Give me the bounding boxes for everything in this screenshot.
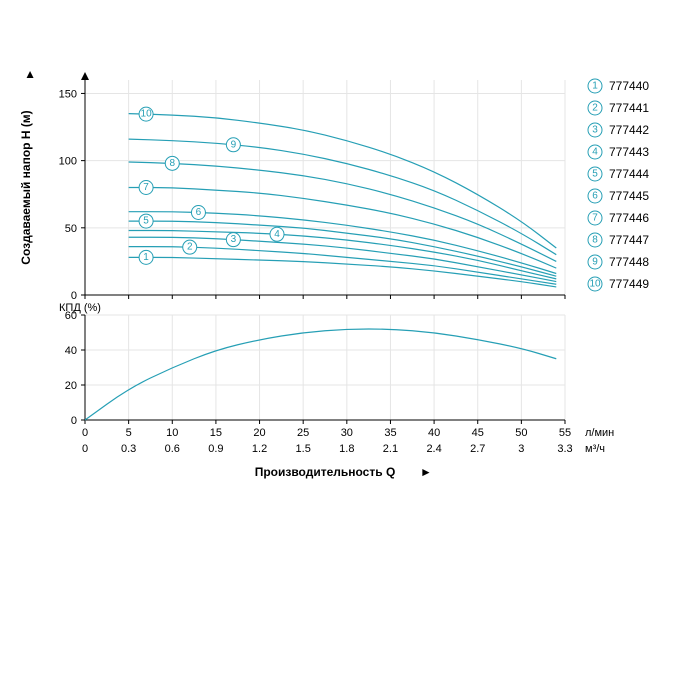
xtick-lmin: 40 <box>428 427 440 439</box>
legend-label-9: 777448 <box>609 255 649 269</box>
ytick-bot: 0 <box>71 415 77 427</box>
legend-label-5: 777444 <box>609 167 649 181</box>
xtick-lmin: 25 <box>297 427 309 439</box>
x-unit-lmin: л/мин <box>585 427 614 439</box>
curve-label-8: 8 <box>169 158 175 169</box>
legend-num-9: 9 <box>592 257 598 268</box>
xtick-m3h: 1.8 <box>339 443 354 455</box>
xtick-m3h: 2.7 <box>470 443 485 455</box>
xlabel-arrow: ► <box>420 465 432 479</box>
ytick-top: 100 <box>59 156 77 168</box>
legend-label-8: 777447 <box>609 233 649 247</box>
legend-num-4: 4 <box>592 147 598 158</box>
xtick-lmin: 35 <box>384 427 396 439</box>
xtick-m3h: 3 <box>518 443 524 455</box>
legend-label-10: 777449 <box>609 277 649 291</box>
legend-label-7: 777446 <box>609 211 649 225</box>
curve-label-6: 6 <box>196 207 202 218</box>
ytick-bot: 40 <box>65 345 77 357</box>
xlabel: Производительность Q <box>255 465 396 479</box>
legend-num-3: 3 <box>592 125 598 136</box>
legend-num-1: 1 <box>592 81 598 92</box>
xtick-lmin: 20 <box>253 427 265 439</box>
curve-label-2: 2 <box>187 242 193 253</box>
ylabel-top: Создаваемый напор H (м) <box>19 110 33 264</box>
xtick-lmin: 5 <box>126 427 132 439</box>
xtick-lmin: 30 <box>341 427 353 439</box>
legend-label-6: 777445 <box>609 189 649 203</box>
xtick-m3h: 0.9 <box>208 443 223 455</box>
head-curve-1 <box>129 257 557 287</box>
legend-num-5: 5 <box>592 169 598 180</box>
legend-num-7: 7 <box>592 213 598 224</box>
legend-num-10: 10 <box>589 279 601 290</box>
xtick-m3h: 0.3 <box>121 443 136 455</box>
curve-label-7: 7 <box>143 182 149 193</box>
ytick-top: 50 <box>65 223 77 235</box>
kpd-curve <box>85 329 556 420</box>
xtick-m3h: 2.1 <box>383 443 398 455</box>
ytick-bot: 20 <box>65 380 77 392</box>
xtick-m3h: 1.5 <box>296 443 311 455</box>
x-unit-m3h: м³/ч <box>585 443 605 455</box>
pump-chart: 05010015002040600050.3100.6150.9201.2251… <box>0 0 700 700</box>
arrowhead-up <box>81 72 89 80</box>
xtick-m3h: 1.2 <box>252 443 267 455</box>
xtick-m3h: 2.4 <box>426 443 441 455</box>
xtick-m3h: 0.6 <box>165 443 180 455</box>
ytick-top: 150 <box>59 88 77 100</box>
curve-label-3: 3 <box>231 234 237 245</box>
xtick-m3h: 3.3 <box>557 443 572 455</box>
legend-num-2: 2 <box>592 103 598 114</box>
xtick-lmin: 50 <box>515 427 527 439</box>
ylabel-arrow: ▲ <box>24 67 36 81</box>
xtick-lmin: 55 <box>559 427 571 439</box>
xtick-m3h: 0 <box>82 443 88 455</box>
legend-num-8: 8 <box>592 235 598 246</box>
legend-label-2: 777441 <box>609 101 649 115</box>
curve-label-4: 4 <box>274 229 280 240</box>
kpd-title: КПД (%) <box>59 302 101 314</box>
xtick-lmin: 15 <box>210 427 222 439</box>
legend-num-6: 6 <box>592 191 598 202</box>
xtick-lmin: 0 <box>82 427 88 439</box>
curve-label-9: 9 <box>231 139 237 150</box>
curve-label-1: 1 <box>143 252 149 263</box>
xtick-lmin: 10 <box>166 427 178 439</box>
legend-label-1: 777440 <box>609 79 649 93</box>
curve-label-10: 10 <box>141 109 153 120</box>
ytick-top: 0 <box>71 290 77 302</box>
legend-label-3: 777442 <box>609 123 649 137</box>
xtick-lmin: 45 <box>472 427 484 439</box>
curve-label-5: 5 <box>143 216 149 227</box>
legend-label-4: 777443 <box>609 145 649 159</box>
